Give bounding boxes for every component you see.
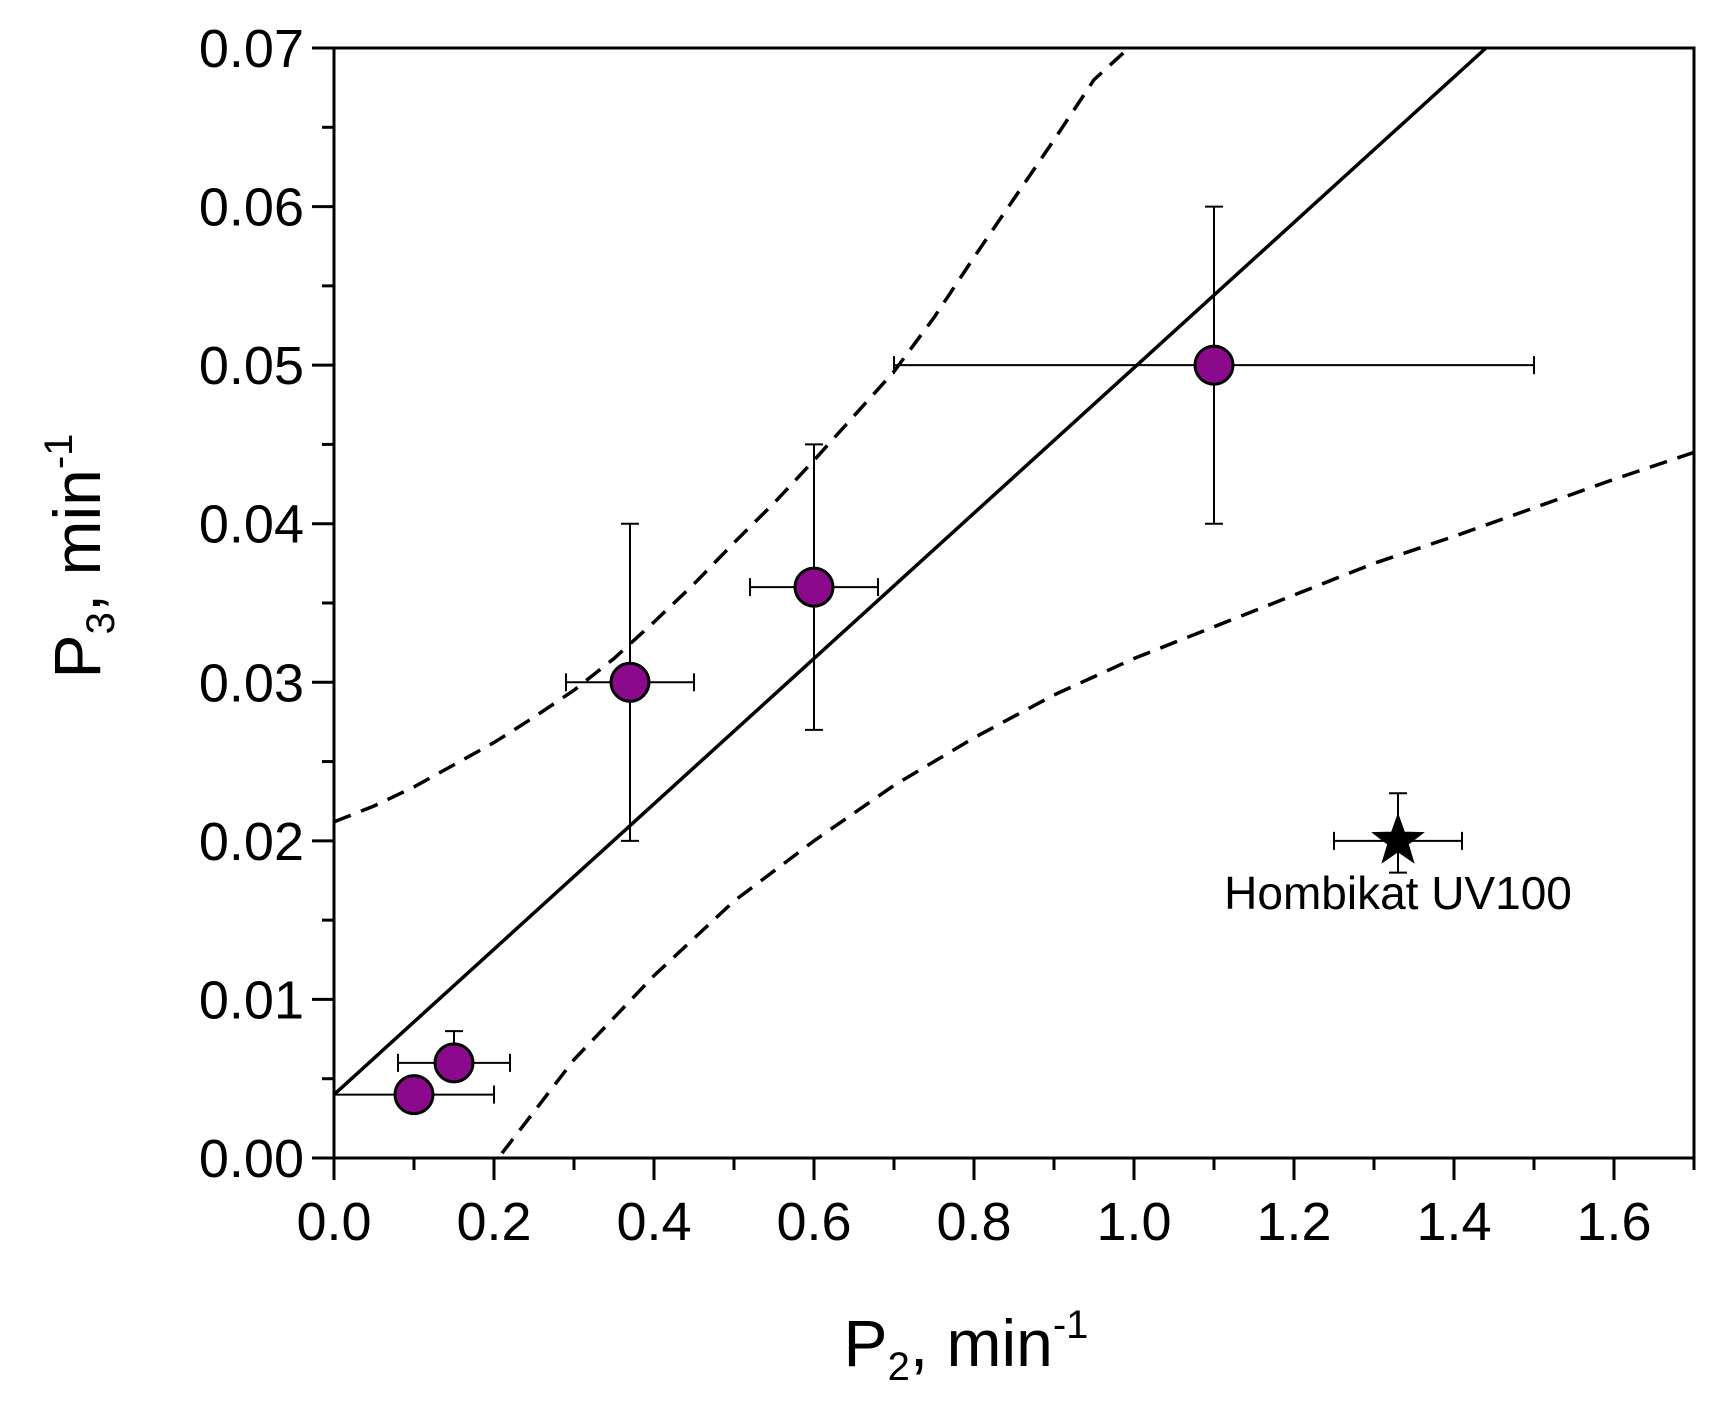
y-tick-label: 0.02 [199,812,304,872]
data-point [433,1042,475,1084]
x-tick-label: 0.0 [296,1192,371,1252]
x-tick-label: 0.2 [456,1192,531,1252]
y-tick-label: 0.06 [199,178,304,238]
x-axis-title-subscript: 2 [888,1345,910,1389]
x-tick-label: 1.6 [1576,1192,1651,1252]
x-tick-label: 0.4 [616,1192,691,1252]
y-tick-label: 0.00 [199,1129,304,1189]
y-tick-label: 0.07 [199,19,304,79]
data-point [793,566,835,608]
data-point [609,661,651,703]
data-point [1193,344,1235,386]
x-tick-label: 1.4 [1416,1192,1491,1252]
fit-line [334,48,1488,1096]
annotation-label: Hombikat UV100 [1224,867,1572,919]
y-axis-title-main: P [40,634,114,678]
x-axis-title-superscript: -1 [1053,1303,1089,1347]
y-axis-title-unit: , min [40,469,114,612]
x-tick-label: 0.8 [936,1192,1011,1252]
confidence-band-lower [500,450,1694,1155]
plot-area-frame [332,46,1696,1160]
x-axis-title-main: P [844,1306,888,1380]
star-data-point [1371,812,1425,864]
x-tick-label: 1.0 [1096,1192,1171,1252]
y-tick-label: 0.01 [199,970,304,1030]
x-axis-title: P2, min-1 [844,1303,1089,1389]
confidence-band-upper [334,48,1132,824]
x-axis-title-unit: , min [910,1306,1053,1380]
y-tick-label: 0.04 [199,495,304,555]
y-tick-label: 0.05 [199,336,304,396]
data-point [393,1074,435,1116]
y-tick-label: 0.03 [199,653,304,713]
x-tick-label: 0.6 [776,1192,851,1252]
y-axis-title-subscript: 3 [79,612,123,634]
y-axis-title: P3, min-1 [37,434,123,679]
y-axis-title-superscript: -1 [37,434,81,470]
x-tick-label: 1.2 [1256,1192,1331,1252]
